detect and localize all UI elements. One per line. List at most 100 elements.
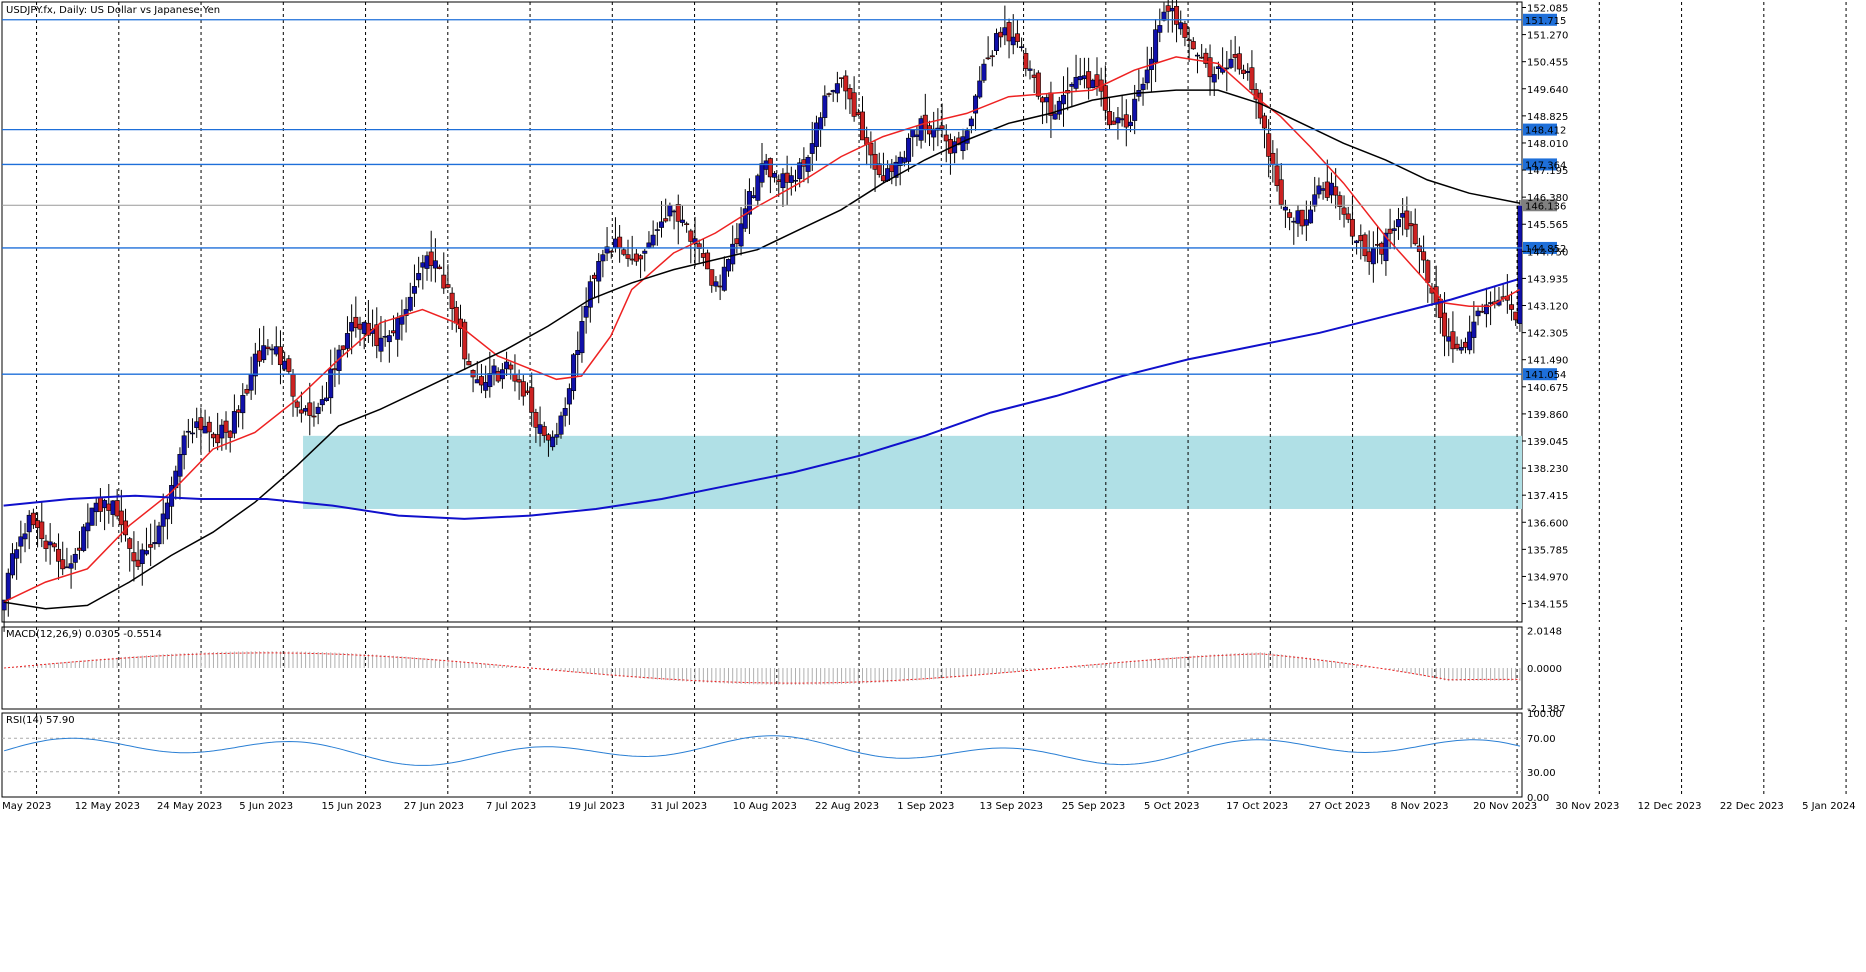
bullish-candle xyxy=(646,242,652,248)
bullish-candle xyxy=(575,349,581,355)
bullish-candle xyxy=(587,281,593,308)
bearish-candle xyxy=(1278,179,1284,205)
bullish-candle xyxy=(432,260,438,269)
y-tick-label: 135.785 xyxy=(1527,545,1568,556)
y-tick-label: 147.195 xyxy=(1527,166,1568,177)
bearish-candle xyxy=(1345,213,1351,220)
bullish-candle xyxy=(416,273,422,281)
bullish-candle xyxy=(319,399,325,406)
bearish-candle xyxy=(1241,69,1247,74)
bullish-candle xyxy=(18,536,24,547)
level-price-tag xyxy=(1523,123,1557,136)
bearish-candle xyxy=(1249,67,1255,90)
bullish-candle xyxy=(1178,22,1184,30)
bullish-candle xyxy=(759,163,765,183)
bearish-candle xyxy=(1513,311,1519,321)
bearish-candle xyxy=(734,238,740,244)
bullish-candle xyxy=(993,33,999,52)
bullish-candle xyxy=(1027,68,1033,71)
bullish-candle xyxy=(328,368,334,399)
bullish-candle xyxy=(1144,69,1150,84)
bullish-candle xyxy=(746,191,752,215)
bearish-candle xyxy=(51,543,57,548)
chart-title: USDJPY.fx, Daily: US Dollar vs Japanese … xyxy=(6,5,220,16)
bearish-candle xyxy=(298,409,304,414)
y-tick-label: 149.640 xyxy=(1527,85,1568,96)
bullish-candle xyxy=(382,335,388,338)
bearish-candle xyxy=(1442,312,1448,337)
y-tick-label: 136.600 xyxy=(1527,518,1568,529)
bearish-candle xyxy=(428,251,434,266)
bearish-candle xyxy=(1358,235,1364,242)
bearish-candle xyxy=(826,93,832,95)
bearish-candle xyxy=(127,538,133,549)
level-price-label: 144.852 xyxy=(1525,244,1566,255)
bullish-candle xyxy=(1328,182,1334,196)
rsi-y-tick-label: 30.00 xyxy=(1527,768,1556,779)
bearish-candle xyxy=(801,159,807,167)
bearish-candle xyxy=(357,323,363,330)
bullish-candle xyxy=(1052,113,1058,120)
level-price-label: 148.412 xyxy=(1525,126,1566,137)
bullish-candle xyxy=(818,117,824,130)
y-tick-label: 140.675 xyxy=(1527,383,1568,394)
bullish-candle xyxy=(671,210,677,213)
x-tick-label: 24 May 2023 xyxy=(157,801,222,812)
bearish-candle xyxy=(688,230,694,242)
bullish-candle xyxy=(395,318,401,340)
bearish-candle xyxy=(859,111,865,141)
bearish-candle xyxy=(696,243,702,249)
bullish-candle xyxy=(1140,83,1146,90)
bearish-candle xyxy=(210,433,216,439)
bearish-candle xyxy=(236,409,242,413)
bullish-candle xyxy=(1211,74,1217,83)
bearish-candle xyxy=(1387,228,1393,234)
bullish-candle xyxy=(642,250,648,254)
bearish-candle xyxy=(1023,53,1029,69)
bullish-candle xyxy=(885,168,891,182)
bearish-candle xyxy=(1257,92,1263,119)
bearish-candle xyxy=(277,346,283,366)
bearish-candle xyxy=(633,253,639,262)
x-tick-label: 17 Oct 2023 xyxy=(1226,801,1288,812)
bullish-candle xyxy=(324,397,330,401)
bearish-candle xyxy=(1031,74,1037,78)
bearish-candle xyxy=(1425,260,1431,283)
y-tick-label: 139.045 xyxy=(1527,437,1568,448)
bearish-candle xyxy=(767,158,773,178)
bullish-candle xyxy=(755,175,761,201)
bullish-candle xyxy=(282,360,288,370)
bearish-candle xyxy=(684,223,690,226)
bearish-candle xyxy=(1094,74,1100,87)
bearish-candle xyxy=(437,266,443,269)
bullish-candle xyxy=(554,434,560,438)
bullish-candle xyxy=(344,333,350,349)
bullish-candle xyxy=(537,424,543,434)
bullish-candle xyxy=(901,157,907,163)
bullish-candle xyxy=(1119,118,1125,121)
bullish-candle xyxy=(1303,219,1309,226)
bullish-candle xyxy=(474,379,480,384)
bullish-candle xyxy=(1019,46,1025,49)
bullish-candle xyxy=(181,435,187,456)
level-price-tag xyxy=(1523,13,1557,26)
bearish-candle xyxy=(700,253,706,258)
bullish-candle xyxy=(407,296,413,311)
x-tick-label: 13 Sep 2023 xyxy=(980,801,1043,812)
x-tick-label: 31 Jul 2023 xyxy=(651,801,708,812)
bearish-candle xyxy=(1509,304,1515,310)
bullish-candle xyxy=(169,485,175,507)
bullish-candle xyxy=(612,238,618,249)
bullish-candle xyxy=(1395,219,1401,228)
bullish-candle xyxy=(721,266,727,291)
bearish-candle xyxy=(1412,223,1418,245)
bullish-candle xyxy=(273,346,279,355)
bearish-candle xyxy=(462,321,468,360)
bullish-candle xyxy=(164,502,170,520)
bearish-candle xyxy=(39,521,45,540)
bearish-candle xyxy=(60,559,66,570)
bearish-candle xyxy=(1324,181,1330,198)
level-price-tag xyxy=(1523,368,1557,381)
bullish-candle xyxy=(1069,83,1075,87)
